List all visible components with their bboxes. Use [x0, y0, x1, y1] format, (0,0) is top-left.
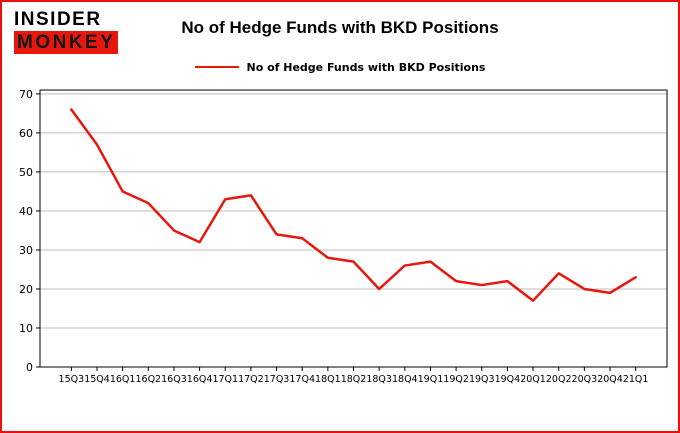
svg-text:60: 60: [19, 127, 33, 140]
svg-text:19Q4: 19Q4: [495, 374, 521, 385]
svg-text:17Q2: 17Q2: [238, 374, 264, 385]
svg-text:17Q4: 17Q4: [289, 374, 315, 385]
svg-text:20Q4: 20Q4: [597, 374, 623, 385]
svg-text:15Q4: 15Q4: [84, 374, 110, 385]
legend-label: No of Hedge Funds with BKD Positions: [246, 60, 486, 74]
svg-text:15Q3: 15Q3: [59, 374, 85, 385]
svg-text:20Q3: 20Q3: [572, 374, 598, 385]
svg-text:18Q4: 18Q4: [392, 374, 418, 385]
svg-text:16Q2: 16Q2: [135, 374, 161, 385]
logo-text-monkey: MONKEY: [14, 31, 119, 54]
svg-text:17Q3: 17Q3: [264, 374, 290, 385]
svg-text:18Q2: 18Q2: [341, 374, 367, 385]
svg-text:16Q3: 16Q3: [161, 374, 187, 385]
svg-text:20Q1: 20Q1: [520, 374, 546, 385]
svg-text:10: 10: [19, 322, 33, 335]
svg-text:18Q3: 18Q3: [366, 374, 392, 385]
svg-text:16Q1: 16Q1: [110, 374, 136, 385]
svg-text:21Q1: 21Q1: [623, 374, 649, 385]
legend-line-swatch: [194, 66, 239, 68]
svg-text:19Q3: 19Q3: [469, 374, 495, 385]
svg-text:70: 70: [19, 88, 33, 101]
svg-text:30: 30: [19, 244, 33, 257]
svg-text:19Q2: 19Q2: [443, 374, 469, 385]
svg-text:19Q1: 19Q1: [418, 374, 444, 385]
logo-text-insider: INSIDER: [14, 9, 102, 30]
svg-text:20Q2: 20Q2: [546, 374, 572, 385]
chart-legend: No of Hedge Funds with BKD Positions: [2, 60, 678, 74]
svg-text:50: 50: [19, 166, 33, 179]
svg-text:20: 20: [19, 283, 33, 296]
svg-text:18Q1: 18Q1: [315, 374, 341, 385]
chart-title: No of Hedge Funds with BKD Positions: [181, 18, 499, 37]
insider-monkey-logo: INSIDER MONKEY: [14, 9, 119, 54]
svg-text:40: 40: [19, 205, 33, 218]
svg-text:16Q4: 16Q4: [187, 374, 213, 385]
svg-text:17Q1: 17Q1: [212, 374, 238, 385]
svg-text:0: 0: [26, 361, 33, 374]
